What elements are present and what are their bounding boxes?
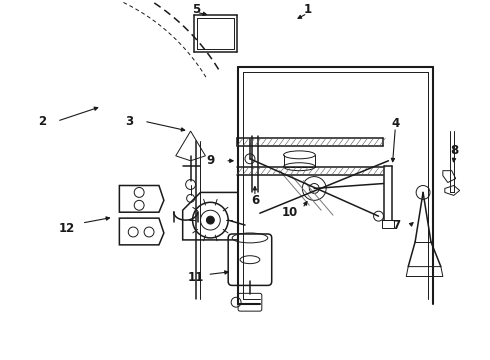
Text: 12: 12 [59, 221, 75, 234]
Text: 5: 5 [193, 3, 200, 16]
Text: 9: 9 [206, 154, 215, 167]
Circle shape [309, 184, 319, 193]
Circle shape [245, 154, 255, 164]
Bar [383, 220, 394, 228]
Text: 7: 7 [392, 219, 400, 231]
Text: 11: 11 [187, 271, 204, 284]
Text: 6: 6 [251, 194, 259, 207]
Text: 1: 1 [303, 3, 311, 16]
Text: 2: 2 [38, 115, 46, 128]
Text: 3: 3 [125, 115, 133, 128]
Circle shape [206, 216, 214, 224]
Text: 10: 10 [281, 206, 297, 219]
Circle shape [373, 211, 384, 221]
Text: 8: 8 [451, 144, 459, 157]
Text: 4: 4 [391, 117, 399, 130]
